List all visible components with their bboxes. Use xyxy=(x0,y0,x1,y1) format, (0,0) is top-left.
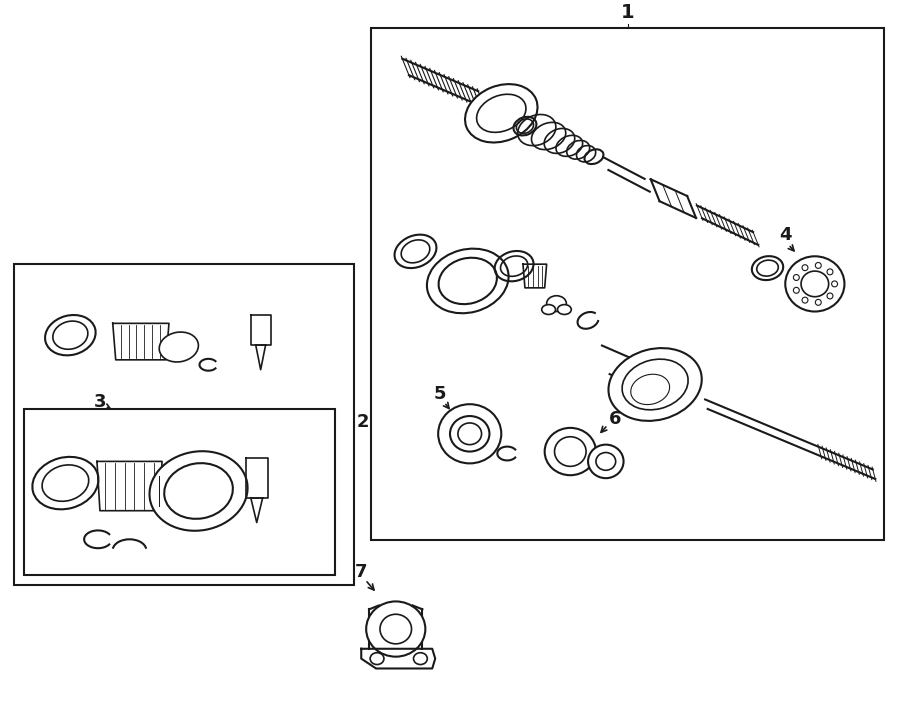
Ellipse shape xyxy=(554,437,586,466)
Bar xyxy=(24,409,335,575)
Text: 2: 2 xyxy=(356,413,369,431)
Ellipse shape xyxy=(608,348,702,421)
Ellipse shape xyxy=(794,288,799,293)
Ellipse shape xyxy=(827,293,832,299)
Ellipse shape xyxy=(802,265,808,271)
Ellipse shape xyxy=(588,444,624,478)
Ellipse shape xyxy=(631,374,670,405)
Text: 5: 5 xyxy=(434,385,446,404)
Ellipse shape xyxy=(546,296,566,311)
Text: 7: 7 xyxy=(355,563,367,581)
Text: 4: 4 xyxy=(779,226,791,244)
Ellipse shape xyxy=(596,453,616,470)
Ellipse shape xyxy=(438,404,501,463)
Ellipse shape xyxy=(370,652,384,664)
Ellipse shape xyxy=(542,304,555,314)
Ellipse shape xyxy=(465,84,537,143)
Text: 1: 1 xyxy=(621,3,634,22)
Bar xyxy=(371,27,884,541)
Ellipse shape xyxy=(149,451,248,531)
Ellipse shape xyxy=(477,94,526,132)
Ellipse shape xyxy=(832,281,838,287)
Ellipse shape xyxy=(450,416,490,451)
Ellipse shape xyxy=(815,299,821,305)
Ellipse shape xyxy=(622,359,688,410)
Bar xyxy=(14,264,355,585)
Text: 6: 6 xyxy=(608,410,621,428)
Ellipse shape xyxy=(801,271,829,297)
Ellipse shape xyxy=(802,297,808,303)
Ellipse shape xyxy=(557,304,572,314)
Ellipse shape xyxy=(544,428,596,475)
Text: 3: 3 xyxy=(94,393,106,411)
Ellipse shape xyxy=(786,257,844,311)
Ellipse shape xyxy=(815,262,821,269)
Ellipse shape xyxy=(438,258,497,304)
Ellipse shape xyxy=(827,269,832,275)
Ellipse shape xyxy=(380,614,411,644)
Ellipse shape xyxy=(159,332,198,362)
Ellipse shape xyxy=(427,249,508,314)
Ellipse shape xyxy=(164,463,233,519)
Ellipse shape xyxy=(458,423,482,444)
Ellipse shape xyxy=(366,602,426,657)
Ellipse shape xyxy=(413,652,428,664)
Ellipse shape xyxy=(794,275,799,280)
